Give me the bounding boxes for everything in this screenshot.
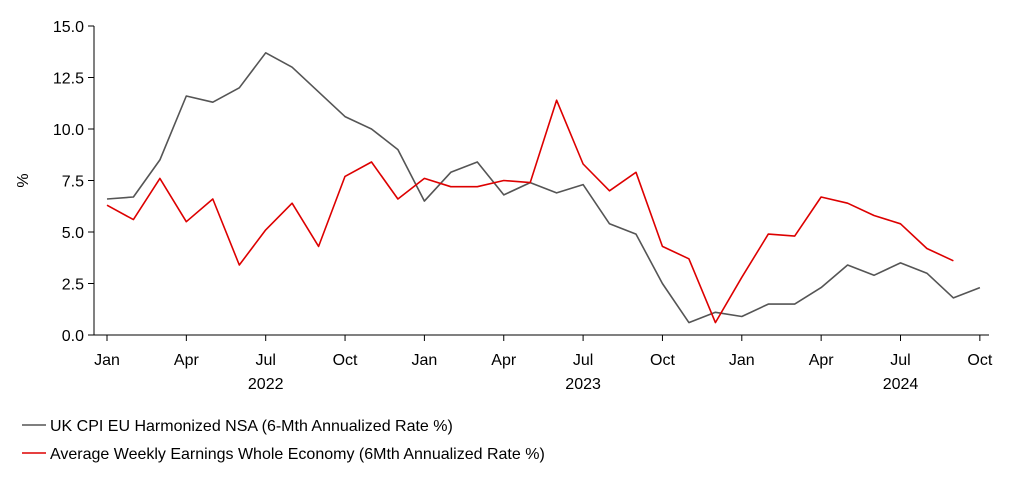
legend-label-1: Average Weekly Earnings Whole Economy (6… [50,446,545,463]
y-tick-label: 5.0 [62,225,84,242]
x-year-label: 2022 [248,376,284,393]
x-tick-label: Jan [412,352,438,369]
x-tick-label: Apr [174,352,200,369]
series-line-0 [106,51,981,324]
legend-label-0: UK CPI EU Harmonized NSA (6-Mth Annualiz… [50,418,453,435]
legend: UK CPI EU Harmonized NSA (6-Mth Annualiz… [22,418,545,463]
x-tick-label: Apr [809,352,835,369]
x-tick-label: Oct [333,352,358,369]
x-tick-label: Jul [573,352,593,369]
y-axis: 0.0 2.5 5.0 7.5 10.0 12.5 15.0% [15,19,95,345]
series-line-1 [106,99,954,324]
y-tick-label: 7.5 [62,174,84,191]
y-tick-label: 2.5 [62,277,84,294]
x-tick-label: Jan [729,352,755,369]
y-tick-label: 0.0 [62,328,84,345]
x-year-label: 2024 [883,376,919,393]
x-tick-label: Oct [967,352,992,369]
series-layer [106,51,981,324]
x-tick-label: Jul [890,352,910,369]
x-tick-label: Jul [255,352,275,369]
x-tick-label: Oct [650,352,675,369]
y-axis-label: % [15,173,32,187]
y-tick-label: 15.0 [53,19,84,36]
x-year-label: 2023 [565,376,601,393]
y-tick-label: 12.5 [53,71,84,88]
x-axis: Jan Apr Jul Oct Jan Apr Jul Oct Jan Apr Jul Oct 2022… [94,334,993,393]
x-tick-label: Apr [491,352,517,369]
x-tick-label: Jan [94,352,120,369]
y-tick-label: 10.0 [53,122,84,139]
